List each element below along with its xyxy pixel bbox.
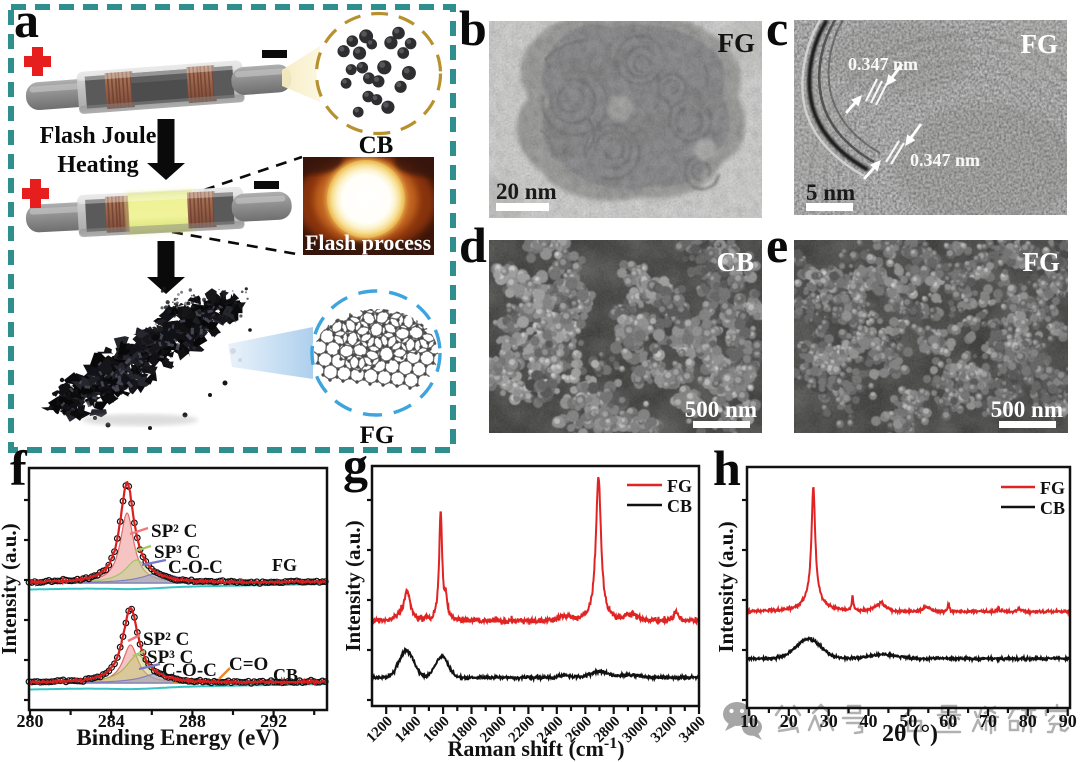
svg-text:FG: FG — [718, 28, 756, 58]
svg-text:500 nm: 500 nm — [685, 397, 757, 422]
svg-text:b: b — [459, 0, 487, 56]
svg-text:Flash process: Flash process — [305, 230, 432, 255]
svg-text:Flash Joule: Flash Joule — [40, 123, 157, 149]
svg-text:c: c — [766, 0, 788, 56]
svg-text:e: e — [766, 217, 788, 273]
svg-text:d: d — [459, 217, 487, 273]
svg-text:CB: CB — [716, 247, 754, 277]
svg-text:Heating: Heating — [57, 152, 138, 178]
svg-text:FG: FG — [1021, 29, 1059, 59]
svg-text:CB: CB — [359, 132, 394, 159]
svg-text:FG: FG — [360, 422, 395, 449]
svg-text:20 nm: 20 nm — [496, 179, 557, 204]
svg-text:0.347 nm: 0.347 nm — [910, 150, 980, 170]
svg-text:5 nm: 5 nm — [806, 180, 855, 205]
svg-text:0.347 nm: 0.347 nm — [848, 54, 918, 74]
svg-text:a: a — [14, 0, 39, 48]
